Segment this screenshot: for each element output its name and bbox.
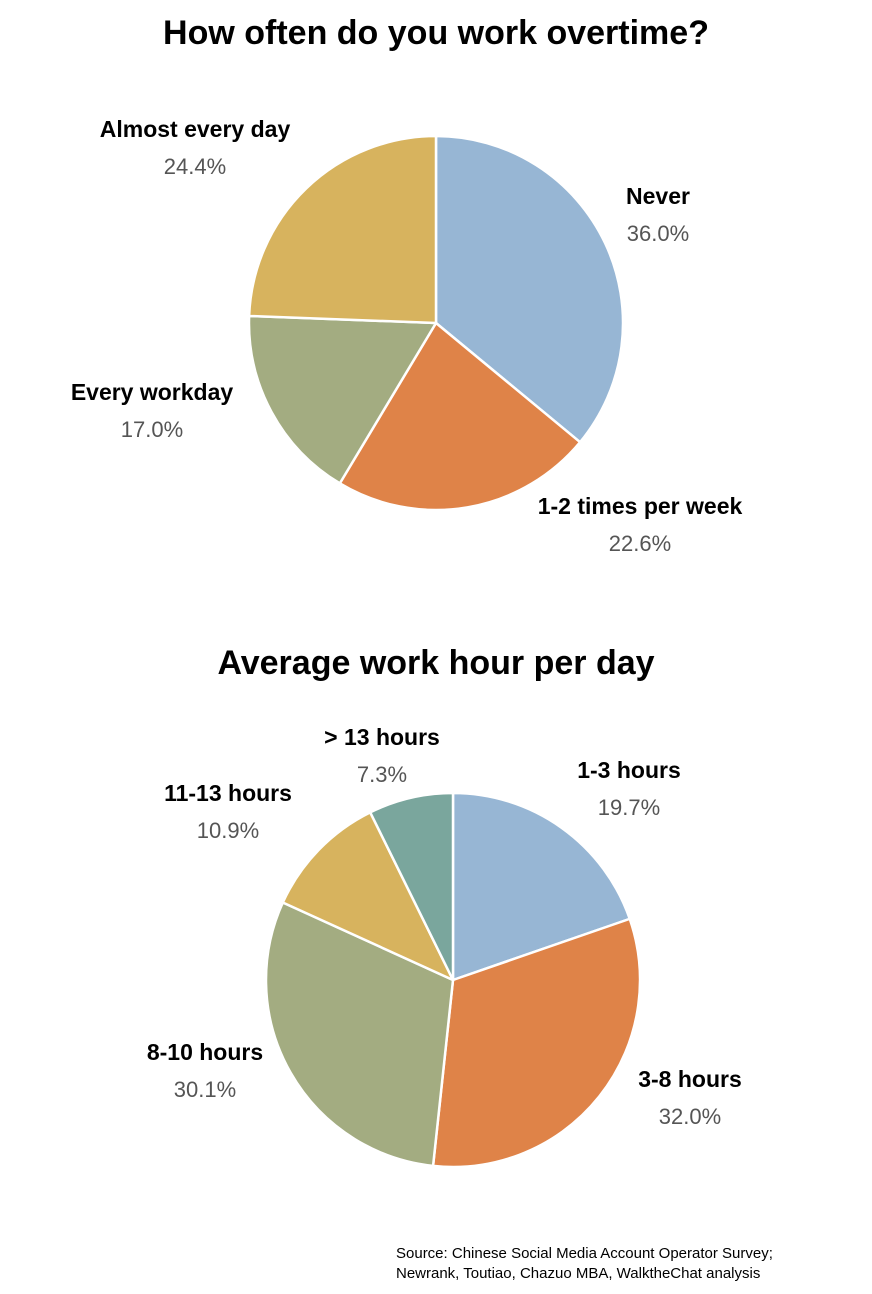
source-line-1: Source: Chinese Social Media Account Ope… — [396, 1245, 773, 1262]
slice-label-8-10-hours: 8-10 hours — [147, 1039, 263, 1065]
slice-label-1-2-times-per-week: 1-2 times per week — [538, 493, 743, 519]
slice-value-every-workday: 17.0% — [121, 417, 183, 442]
slice-label-1-3-hours: 1-3 hours — [577, 757, 681, 783]
slice-value-almost-every-day: 24.4% — [164, 154, 226, 179]
slice-label-11-13-hours: 11-13 hours — [164, 780, 292, 806]
slice-label-never: Never — [626, 183, 690, 209]
work-hours-pie-chart: 1-3 hours 19.7% 3-8 hours 32.0% 8-10 hours 30… — [147, 724, 742, 1169]
pie-slice-almost-every-day — [247, 134, 438, 325]
chart-title-overtime: How often do you work overtime? — [163, 14, 709, 52]
pie-slice-never — [434, 134, 625, 444]
slice-value-never: 36.0% — [627, 221, 689, 246]
slice-label-3-8-hours: 3-8 hours — [638, 1066, 742, 1092]
slice-value-13-hours: 7.3% — [357, 762, 407, 787]
slice-label-every-workday: Every workday — [71, 379, 234, 405]
slice-value-1-2-times-per-week: 22.6% — [609, 531, 671, 556]
pie-slice-every-workday — [247, 314, 438, 485]
source-line-2: Newrank, Toutiao, Chazuo MBA, WalktheCha… — [396, 1265, 761, 1282]
slice-value-11-13-hours: 10.9% — [197, 818, 259, 843]
slice-value-8-10-hours: 30.1% — [174, 1077, 236, 1102]
slice-value-1-3-hours: 19.7% — [598, 795, 660, 820]
pie-slice-3-8-hours — [431, 917, 642, 1169]
overtime-pie-chart: Never 36.0% 1-2 times per week 22.6% Every w… — [71, 116, 743, 556]
source-note: Source: Chinese Social Media Account Ope… — [396, 1244, 773, 1284]
pie-slice-13-hours — [368, 791, 455, 982]
slice-label-almost-every-day: Almost every day — [100, 116, 291, 142]
pie-slice-1-2-times-per-week — [338, 321, 582, 512]
chart-title-work-hours: Average work hour per day — [217, 644, 655, 682]
slice-value-3-8-hours: 32.0% — [659, 1104, 721, 1129]
pie-slice-11-13-hours — [281, 811, 455, 982]
pie-slice-8-10-hours — [264, 901, 455, 1168]
slice-label-13-hours: > 13 hours — [324, 724, 440, 750]
